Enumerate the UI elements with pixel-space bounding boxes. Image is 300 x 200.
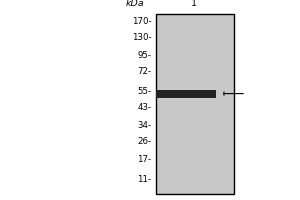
Text: 17-: 17-	[137, 156, 152, 164]
Text: 11-: 11-	[137, 174, 152, 184]
Text: 26-: 26-	[137, 138, 152, 146]
Text: kDa: kDa	[125, 0, 144, 8]
Text: 95-: 95-	[137, 50, 152, 60]
Text: 55-: 55-	[137, 87, 152, 96]
Text: 170-: 170-	[132, 18, 152, 26]
Text: 1: 1	[190, 0, 196, 8]
Text: 72-: 72-	[137, 68, 152, 76]
Text: 130-: 130-	[132, 33, 152, 43]
Bar	[156, 90, 216, 98]
Text: 34-: 34-	[137, 120, 152, 130]
Text: 43-: 43-	[137, 102, 152, 112]
Bar	[156, 14, 234, 194]
